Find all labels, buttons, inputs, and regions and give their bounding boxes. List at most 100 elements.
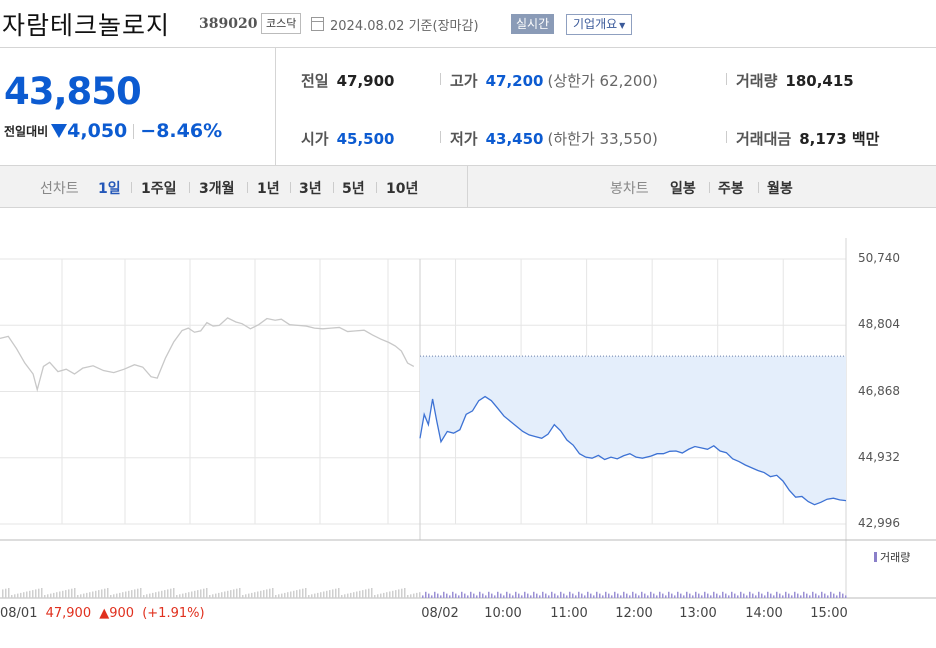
low-label: 저가 <box>450 130 478 148</box>
tab-10y[interactable]: 10년 <box>386 181 419 197</box>
change-rate: −8.46% <box>140 120 223 142</box>
volume-bar <box>221 592 223 598</box>
stock-header: 자람테크놀로지 389020 코스닥 2024.08.02 기준(장마감) 실시… <box>0 0 936 48</box>
volume-bar <box>344 594 346 598</box>
tab-1d[interactable]: 1일 <box>98 181 121 197</box>
volume-bar <box>305 588 307 598</box>
volume-bar <box>368 588 370 598</box>
volume-bar <box>674 595 676 598</box>
tab-daily[interactable]: 일봉 <box>670 181 696 197</box>
volume-bar <box>212 594 214 598</box>
divider <box>189 182 190 193</box>
volume-bar <box>653 593 655 598</box>
volume-bar <box>125 591 127 598</box>
volume-bar <box>278 594 280 598</box>
volume-bar <box>14 594 16 598</box>
lower-limit: (하한가 33,550) <box>547 130 658 148</box>
volume-bar <box>455 593 457 598</box>
realtime-button[interactable]: 실시간 <box>511 14 555 34</box>
volume-bar <box>311 594 313 598</box>
volume-bar <box>809 595 811 598</box>
volume-bar <box>95 590 97 598</box>
volume-bar <box>56 592 58 598</box>
volume-bar <box>731 591 733 598</box>
volume-bar <box>314 593 316 598</box>
volume-bar <box>524 591 526 598</box>
tab-3y[interactable]: 3년 <box>299 181 322 197</box>
divider <box>290 182 291 193</box>
intraday-chart: 50,740 48,804 46,868 44,932 42,996 08/02 10:0… <box>0 208 936 648</box>
volume-bar <box>833 593 835 598</box>
volume-bar <box>752 593 754 598</box>
volume-bar <box>275 595 277 598</box>
volume-bar <box>710 595 712 598</box>
tab-3m[interactable]: 3개월 <box>199 181 235 197</box>
volume-bar <box>683 595 685 598</box>
volume-bar <box>437 593 439 598</box>
volume-bar <box>128 590 130 598</box>
volume-bar <box>659 591 661 598</box>
volume-bar <box>539 595 541 598</box>
volume-bar <box>554 593 556 598</box>
volume-bar <box>92 591 94 598</box>
tab-monthly[interactable]: 월봉 <box>767 181 793 197</box>
chevron-down-icon: ▼ <box>619 21 626 30</box>
high-price: 고가 47,200 (상한가 62,200) <box>450 70 658 91</box>
volume-bar <box>227 590 229 598</box>
tab-1y[interactable]: 1년 <box>257 181 280 197</box>
volume-bar <box>59 591 61 598</box>
volume-bar <box>575 595 577 598</box>
company-info-button[interactable]: 기업개요 ▼ <box>566 14 633 35</box>
prev-close-value: 47,900 <box>336 72 395 90</box>
volume-bar <box>299 589 301 598</box>
volume-bar <box>716 593 718 598</box>
volume-bar <box>464 593 466 598</box>
volume-bar <box>77 595 79 598</box>
prev-close: 전일 47,900 <box>301 70 395 91</box>
volume-bar <box>452 591 454 598</box>
volume-bar <box>545 593 547 598</box>
volume-bar <box>758 591 760 598</box>
volume-bar <box>830 591 832 598</box>
date-value: 2024.08.02 <box>330 19 405 34</box>
divider <box>440 73 441 85</box>
volume-bar <box>182 593 184 598</box>
volume-swatch <box>874 552 877 562</box>
volume-bar <box>29 590 31 598</box>
x-tick-label: 12:00 <box>615 606 653 621</box>
volume-bar <box>65 590 67 598</box>
open-price: 시가 45,500 <box>301 128 395 149</box>
volume-bar <box>50 593 52 598</box>
volume-bar <box>386 592 388 598</box>
volume-bar <box>689 593 691 598</box>
volume-bar <box>8 588 10 598</box>
volume-bar <box>422 595 424 598</box>
volume-bar <box>467 595 469 598</box>
divider <box>726 131 727 143</box>
volume-bar <box>71 588 73 598</box>
volume-bar <box>779 593 781 598</box>
volume-bar <box>173 588 175 598</box>
today-price-line <box>419 395 847 506</box>
volume-bar <box>281 593 283 598</box>
divider <box>467 166 468 208</box>
high-value: 47,200 <box>485 72 544 90</box>
volume-bar <box>677 591 679 598</box>
chart-canvas <box>0 208 936 599</box>
volume-bar <box>110 595 112 598</box>
volume-bar <box>83 593 85 598</box>
volume-bar <box>479 591 481 598</box>
tab-weekly[interactable]: 주봉 <box>718 181 744 197</box>
down-triangle-icon <box>51 124 68 138</box>
volume-bar <box>320 592 322 598</box>
volume-bar <box>17 593 19 598</box>
volume-bar <box>797 593 799 598</box>
volume-bar <box>584 595 586 598</box>
volume-bar <box>740 591 742 598</box>
volume-bar <box>323 591 325 598</box>
tab-5y[interactable]: 5년 <box>342 181 365 197</box>
prev-day-rate: (+1.91%) <box>142 606 205 621</box>
tab-1w[interactable]: 1주일 <box>141 181 177 197</box>
current-price-panel: 43,850 전일대비 4,050 −8.46% <box>0 48 276 166</box>
volume-bar <box>230 590 232 598</box>
